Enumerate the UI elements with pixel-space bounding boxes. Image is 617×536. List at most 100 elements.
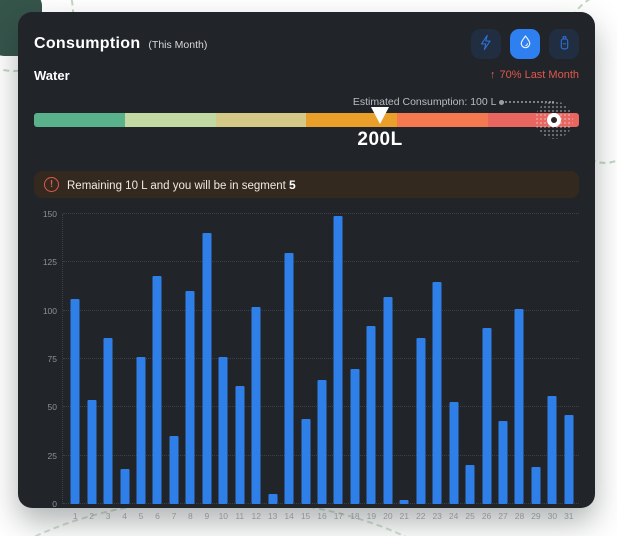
gauge-value-label: 200L [357, 129, 403, 150]
consumption-bar-day-27 [498, 420, 508, 504]
x-tick-label: 13 [267, 511, 278, 521]
chart-column: 24 [445, 214, 461, 521]
chart-column: 14 [281, 214, 297, 521]
chart-column: 27 [495, 214, 511, 521]
y-tick-label: 150 [42, 209, 57, 219]
x-tick-label: 10 [218, 511, 229, 521]
water-button[interactable] [510, 29, 540, 59]
y-tick-label: 100 [42, 305, 57, 316]
chart-column: 10 [215, 214, 231, 521]
trend-text: 70% Last Month [499, 69, 580, 81]
consumption-bar-day-28 [514, 308, 524, 504]
x-tick-label: 21 [399, 511, 410, 521]
x-tick-label: 24 [448, 511, 459, 521]
consumption-bar-day-11 [235, 386, 245, 504]
gauge-bar [34, 113, 579, 127]
y-tick-label: 125 [42, 257, 57, 268]
x-tick-label: 25 [465, 511, 475, 521]
chart-column: 2 [83, 214, 99, 521]
consumption-card: Consumption (This Month) [18, 12, 595, 521]
x-tick-label: 30 [547, 511, 558, 521]
chart-column: 18 [347, 214, 363, 521]
estimated-row: Estimated Consumption: 100 L [353, 96, 555, 108]
meter-subheader: Water ↑ 70% Last Month [34, 67, 579, 83]
consumption-bar-day-10 [218, 357, 228, 504]
x-tick-label: 9 [204, 511, 210, 521]
x-tick-label: 28 [514, 511, 525, 521]
x-tick-label: 16 [317, 511, 327, 521]
page-title: Consumption [34, 35, 141, 52]
chart-column: 21 [396, 214, 412, 521]
title-period-label: (This Month) [148, 39, 208, 51]
bolt-icon [478, 34, 495, 54]
x-tick-label: 2 [89, 511, 95, 521]
chart-column: 20 [380, 214, 396, 521]
consumption-bar-day-4 [120, 469, 130, 504]
consumption-bar-day-25 [465, 465, 475, 504]
chart-column: 8 [182, 214, 198, 521]
y-tick-label: 25 [47, 450, 57, 461]
chart-column: 12 [248, 214, 264, 521]
consumption-bar-day-29 [531, 467, 541, 504]
gauge-segment [34, 113, 125, 127]
consumption-bar-day-20 [383, 297, 393, 504]
x-tick-label: 17 [333, 511, 344, 521]
consumption-bar-day-31 [564, 415, 574, 504]
gridline: 75 [48, 354, 579, 364]
consumption-bar-day-30 [547, 395, 557, 504]
x-tick-label: 12 [251, 511, 261, 521]
alert-segment-number: 5 [289, 177, 296, 192]
chart-column: 9 [199, 214, 215, 521]
consumption-bar-day-6 [152, 275, 162, 504]
consumption-bar-day-24 [449, 401, 459, 504]
y-tick-label: 50 [47, 402, 57, 413]
x-tick-label: 8 [188, 511, 193, 521]
electricity-button[interactable] [471, 29, 501, 59]
chart-column: 7 [166, 214, 182, 521]
gauge-segment [397, 113, 489, 127]
chart-column: 28 [511, 214, 527, 521]
chart-column: 25 [462, 214, 478, 521]
water-drop-icon [517, 34, 534, 54]
chart-column: 16 [314, 214, 330, 521]
consumption-bar-day-17 [333, 215, 343, 504]
x-tick-label: 15 [300, 511, 311, 521]
chart-column: 5 [133, 214, 149, 521]
x-tick-label: 3 [105, 511, 111, 521]
consumption-bar-day-7 [169, 436, 179, 504]
chart-column: 1 [67, 214, 83, 521]
x-tick-label: 6 [155, 511, 160, 521]
x-tick-label: 14 [284, 511, 294, 521]
y-tick-label: 0 [52, 499, 57, 509]
gas-bottle-icon [556, 34, 573, 54]
gridline: 150 [43, 209, 579, 219]
gridline: 100 [43, 306, 579, 316]
consumption-bar-day-23 [432, 281, 442, 504]
x-tick-label: 4 [122, 511, 127, 521]
estimated-consumption-label: Estimated Consumption: 100 L [352, 96, 497, 108]
chart-column: 17 [330, 214, 346, 521]
consumption-bar-day-2 [87, 399, 97, 504]
consumption-bar-day-13 [268, 494, 278, 504]
x-tick-label: 26 [481, 511, 492, 521]
consumption-bar-day-18 [350, 368, 360, 504]
chart-column: 26 [478, 214, 494, 521]
consumption-bar-day-21 [399, 500, 409, 504]
x-tick-label: 20 [383, 511, 393, 521]
card-header: Consumption (This Month) [34, 28, 579, 60]
consumption-bar-day-3 [103, 337, 113, 504]
consumption-bar-day-12 [251, 306, 261, 504]
gas-button[interactable] [549, 29, 579, 59]
gauge-knob[interactable] [547, 113, 562, 127]
x-tick-label: 27 [498, 511, 508, 521]
chart-column: 11 [232, 214, 248, 521]
consumption-bar-day-9 [202, 233, 212, 504]
x-tick-label: 18 [350, 511, 360, 521]
gridline: 125 [43, 257, 579, 267]
chart-column: 19 [363, 214, 379, 521]
chart-column: 4 [116, 214, 132, 521]
trend-badge: ↑ 70% Last Month [490, 69, 579, 81]
consumption-bar-day-15 [301, 418, 311, 504]
consumption-bar-day-8 [185, 291, 195, 504]
